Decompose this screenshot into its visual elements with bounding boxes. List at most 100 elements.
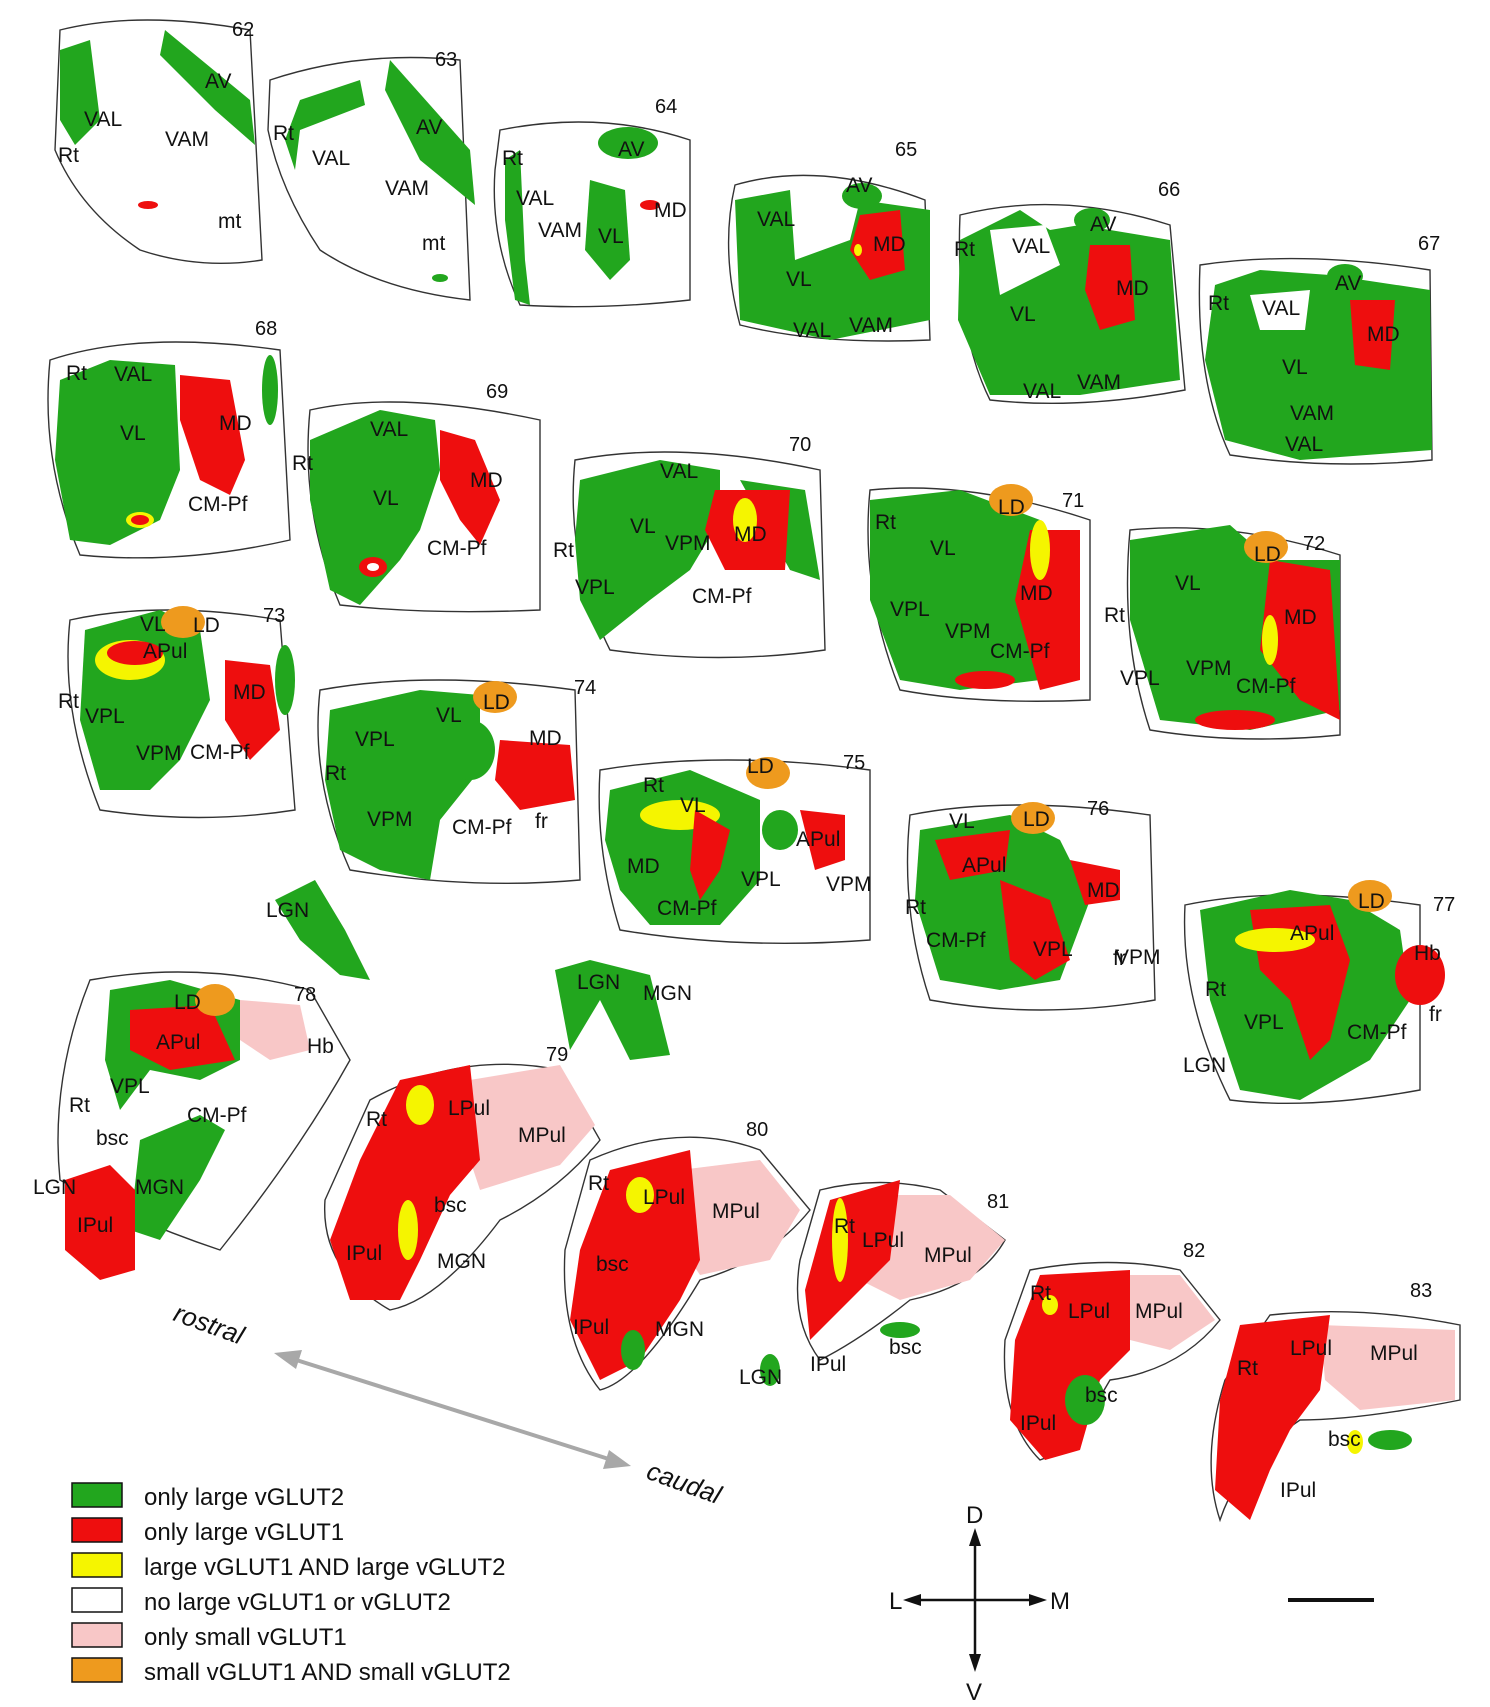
region-red <box>180 375 245 495</box>
region-green <box>55 360 180 545</box>
legend-swatch <box>71 1657 123 1683</box>
region-label: VAL <box>1012 235 1050 258</box>
region-label: VPM <box>945 620 991 643</box>
compass-lateral-label: L <box>889 1588 902 1615</box>
section-66: 66 Rt VAL AV MD VL VAL VAM <box>954 179 1186 405</box>
region-label: LGN <box>33 1176 76 1199</box>
region-label: CM-Pf <box>1347 1021 1407 1044</box>
region-red <box>1350 300 1395 370</box>
region-label: Rt <box>66 362 87 385</box>
region-green <box>432 274 448 282</box>
region-label: AV <box>1335 272 1361 295</box>
region-label: MPul <box>1370 1342 1418 1365</box>
region-label: Rt <box>588 1172 609 1195</box>
region-label: CM-Pf <box>452 816 512 839</box>
region-green <box>1205 270 1432 460</box>
region-red <box>1000 880 1070 980</box>
region-red <box>640 200 660 210</box>
region-green <box>262 355 278 425</box>
region-label: VAL <box>312 147 350 170</box>
region-pink <box>670 1160 800 1275</box>
region-label: MD <box>873 233 906 256</box>
region-white <box>1250 290 1310 330</box>
region-red <box>1215 1315 1330 1520</box>
region-label: Rt <box>553 539 574 562</box>
region-label: MD <box>233 681 266 704</box>
region-yellow <box>1262 615 1278 665</box>
region-label: VL <box>1010 303 1036 326</box>
legend-swatch <box>71 1622 123 1648</box>
region-label: fr <box>535 810 548 833</box>
legend-swatch <box>71 1552 123 1578</box>
region-orange <box>746 757 790 789</box>
region-label: Rt <box>834 1215 855 1238</box>
region-label: VAL <box>793 319 831 342</box>
legend-label: small vGLUT1 AND small vGLUT2 <box>144 1659 511 1686</box>
region-label: VL <box>680 794 706 817</box>
section-74: 74 LD VL VPL Rt MD VPM CM-Pf fr <box>317 677 596 885</box>
section-77: 77 LD APul Hb Rt VPL CM-Pf fr LGN <box>1183 880 1455 1105</box>
region-label: Rt <box>875 511 896 534</box>
region-red <box>1010 1270 1130 1460</box>
region-orange <box>1244 531 1288 563</box>
region-label: LPul <box>1068 1300 1110 1323</box>
region-green <box>1368 1430 1412 1450</box>
region-red <box>107 641 163 665</box>
region-label: AV <box>205 70 231 93</box>
section-62: 62 AV VAL VAM Rt mt <box>54 19 263 265</box>
region-green <box>760 1354 780 1386</box>
region-green <box>1327 264 1363 288</box>
region-label: MGN <box>135 1176 184 1199</box>
region-label: VL <box>1282 356 1308 379</box>
region-label: Rt <box>502 147 523 170</box>
region-green <box>130 1115 225 1240</box>
region-label: MD <box>219 412 252 435</box>
region-label: MGN <box>437 1250 486 1273</box>
region-label: MD <box>627 855 660 878</box>
region-red <box>1195 710 1275 730</box>
region-label: bsc <box>1085 1384 1118 1407</box>
region-label: VAL <box>516 187 554 210</box>
region-label: LPul <box>862 1229 904 1252</box>
region-label: Rt <box>1205 978 1226 1001</box>
section-number: 66 <box>1158 179 1180 201</box>
region-label: VPL <box>575 576 615 599</box>
region-green <box>870 490 1040 690</box>
region-green <box>275 645 295 715</box>
region-label: Rt <box>905 896 926 919</box>
region-label: VL <box>949 810 975 833</box>
region-label: Rt <box>1104 604 1125 627</box>
region-label: LD <box>998 496 1025 519</box>
region-yellow <box>626 1177 654 1213</box>
region-label: VAM <box>1290 402 1334 425</box>
region-label: LPul <box>1290 1337 1332 1360</box>
region-label: MD <box>1116 277 1149 300</box>
region-green <box>575 460 720 640</box>
section-75: 75 LD Rt VL APul MD VPL CM-Pf VPM <box>598 752 872 945</box>
section-number: 75 <box>843 752 865 774</box>
region-label: MPul <box>712 1200 760 1223</box>
region-label: APul <box>1290 922 1334 945</box>
region-label: CM-Pf <box>190 741 250 764</box>
section-number: 67 <box>1418 233 1440 255</box>
region-label: AV <box>618 138 644 161</box>
region-label: Rt <box>366 1108 387 1131</box>
region-label: VAL <box>1285 433 1323 456</box>
region-label: VPL <box>1033 938 1073 961</box>
region-label: LGN <box>577 971 620 994</box>
region-label: LD <box>1023 808 1050 831</box>
region-label: LD <box>174 991 201 1014</box>
legend-label: only small vGLUT1 <box>144 1624 347 1651</box>
region-yellow <box>832 1198 848 1282</box>
region-label: MD <box>734 523 767 546</box>
region-green <box>445 720 495 780</box>
region-label: VPL <box>1244 1011 1284 1034</box>
region-red <box>800 810 845 870</box>
section-number: 83 <box>1410 1280 1432 1302</box>
region-pink <box>460 1065 595 1190</box>
region-red <box>440 430 500 545</box>
section-number: 76 <box>1087 798 1109 820</box>
section-79: 79 LGN LGN MGN Rt LPul MPul bsc IPul MGN <box>266 880 692 1311</box>
region-label: MPul <box>924 1244 972 1267</box>
